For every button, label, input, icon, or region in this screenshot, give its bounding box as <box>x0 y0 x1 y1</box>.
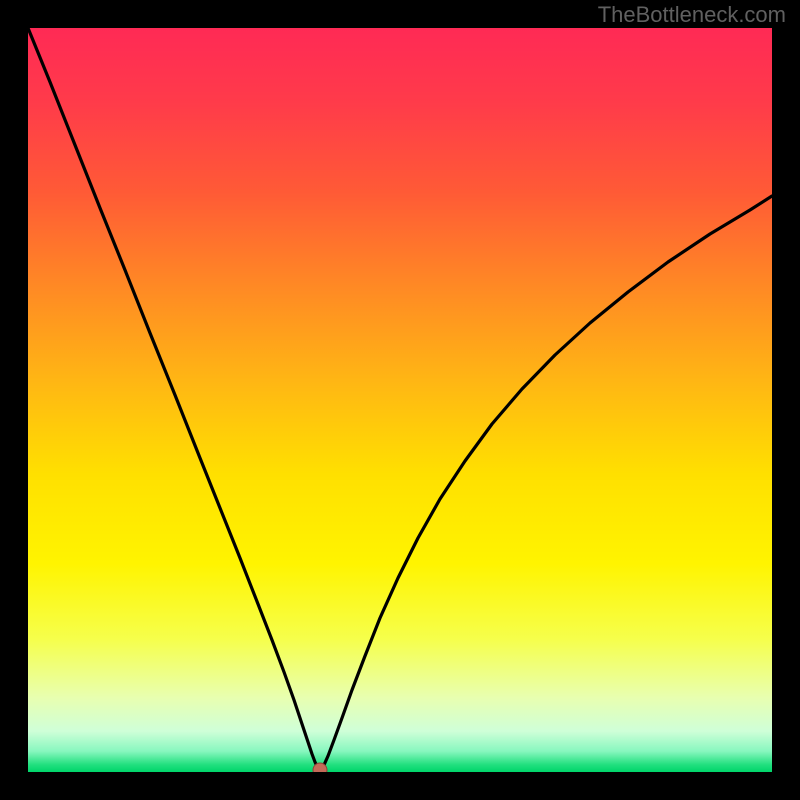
watermark-text: TheBottleneck.com <box>598 2 786 28</box>
bottleneck-curve <box>28 28 772 772</box>
minimum-marker <box>313 763 327 772</box>
plot-area <box>28 28 772 772</box>
chart-frame: TheBottleneck.com <box>0 0 800 800</box>
